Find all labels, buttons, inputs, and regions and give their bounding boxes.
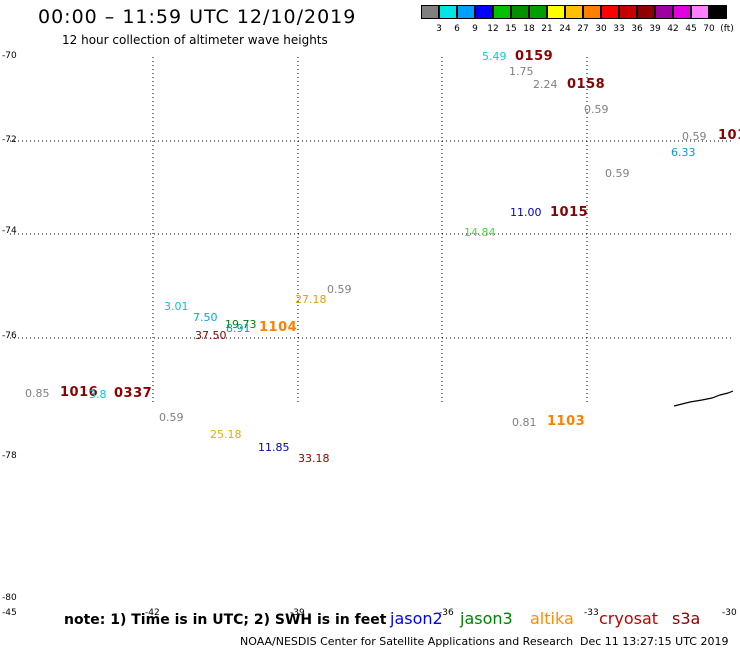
colorbar-swatch (619, 5, 637, 19)
colorbar-swatch (583, 5, 601, 19)
wave-height-value: 0.59 (605, 167, 630, 180)
colorbar-tick-label: 33 (613, 24, 625, 34)
legend-altika: altika (530, 609, 574, 628)
colorbar-swatch (601, 5, 619, 19)
lon-label: -33 (584, 608, 599, 618)
legend-s3a: s3a (672, 609, 701, 628)
colorbar-tick-label: 24 (559, 24, 571, 34)
legend-jason2: jason2 (390, 609, 443, 628)
pass-time-label: 0159 (515, 49, 554, 64)
colorbar-tick-label: 42 (667, 24, 679, 34)
lat-label: -80 (2, 593, 17, 603)
lat-label: -78 (2, 451, 17, 461)
lon-label: -39 (290, 608, 305, 618)
colorbar-tick-label: 39 (649, 24, 661, 34)
wave-height-value: 1.75 (509, 65, 534, 78)
colorbar-swatch (637, 5, 655, 19)
colorbar-swatch (691, 5, 709, 19)
pass-time-label: 1103 (547, 414, 586, 429)
wave-height-value: 14.84 (464, 226, 496, 239)
colorbar-tick-label: 45 (685, 24, 697, 34)
colorbar-swatch (511, 5, 529, 19)
wave-height-value: 0.59 (682, 130, 707, 143)
wave-height-value: 0.59 (159, 411, 184, 424)
colorbar-swatch (655, 5, 673, 19)
wave-height-value: 19.73 (225, 318, 257, 331)
wave-height-value: 8.91 (226, 322, 251, 335)
colorbar-tick-label: 9 (472, 24, 478, 34)
colorbar-swatch (421, 5, 439, 19)
units-note: note: 1) Time is in UTC; 2) SWH is in fe… (64, 612, 387, 628)
pass-time-label: 1104 (259, 320, 298, 335)
lat-label: -70 (2, 51, 17, 61)
colorbar-swatch (709, 5, 727, 19)
wave-height-value: 0.81 (512, 416, 537, 429)
lon-label: -42 (145, 608, 160, 618)
colorbar-swatch (565, 5, 583, 19)
pass-time-label: 1016 (60, 385, 99, 400)
lat-label: -76 (2, 331, 17, 341)
colorbar-tick-label: 18 (523, 24, 535, 34)
footer-org: NOAA/NESDIS Center for Satellite Applica… (240, 635, 574, 648)
footer-timestamp: Dec 11 13:27:15 UTC 2019 (580, 635, 729, 648)
pass-time-label: 0337 (114, 386, 153, 401)
lat-label: -72 (2, 135, 17, 145)
colorbar-swatch (475, 5, 493, 19)
colorbar-tick-label: 30 (595, 24, 607, 34)
wave-height-value: 11.85 (258, 441, 290, 454)
map-title: 00:00 – 11:59 UTC 12/10/2019 (38, 6, 357, 28)
wave-height-value: 33.18 (298, 452, 330, 465)
legend-cryosat: cryosat (599, 609, 659, 628)
wave-height-value: 7.50 (193, 311, 218, 324)
pass-time-label: 0158 (567, 77, 606, 92)
pass-time-label: 1015 (550, 205, 589, 220)
lon-label: -36 (439, 608, 454, 618)
wave-height-value: 3.01 (164, 300, 189, 313)
wave-height-value: 27.18 (295, 293, 327, 306)
colorbar-tick-label: 36 (631, 24, 643, 34)
colorbar-tick-label: 12 (487, 24, 499, 34)
colorbar-tick-label: 21 (541, 24, 553, 34)
lon-label: -30 (722, 608, 737, 618)
colorbar-swatch (547, 5, 565, 19)
wave-height-value: 6.33 (671, 146, 696, 159)
colorbar-swatch (529, 5, 547, 19)
wave-height-value: 37.50 (195, 329, 227, 342)
coastline (673, 390, 734, 407)
lon-label: -45 (2, 608, 17, 618)
colorbar-swatch (493, 5, 511, 19)
colorbar-tick-label: 3 (436, 24, 442, 34)
colorbar-swatch (673, 5, 691, 19)
colorbar-tick-label: 15 (505, 24, 517, 34)
colorbar-swatch (439, 5, 457, 19)
wave-height-value: 3.8 (89, 388, 107, 401)
colorbar-tick-label: 6 (454, 24, 460, 34)
wave-height-value: 0.59 (327, 283, 352, 296)
wave-height-value: 25.18 (210, 428, 242, 441)
pass-time-label: 101 (718, 128, 740, 143)
lat-label: -74 (2, 226, 17, 236)
wave-height-value: 0.59 (584, 103, 609, 116)
wave-height-value: 11.00 (510, 206, 542, 219)
colorbar-tick-label: (ft) (720, 24, 734, 34)
wave-height-value: 5.49 (482, 50, 507, 63)
map-subtitle: 12 hour collection of altimeter wave hei… (62, 33, 328, 47)
colorbar-swatch (457, 5, 475, 19)
legend-jason3: jason3 (460, 609, 513, 628)
wave-height-value: 2.24 (533, 78, 558, 91)
colorbar-tick-label: 27 (577, 24, 589, 34)
wave-height-value: 0.85 (25, 387, 50, 400)
colorbar-tick-label: 70 (703, 24, 715, 34)
